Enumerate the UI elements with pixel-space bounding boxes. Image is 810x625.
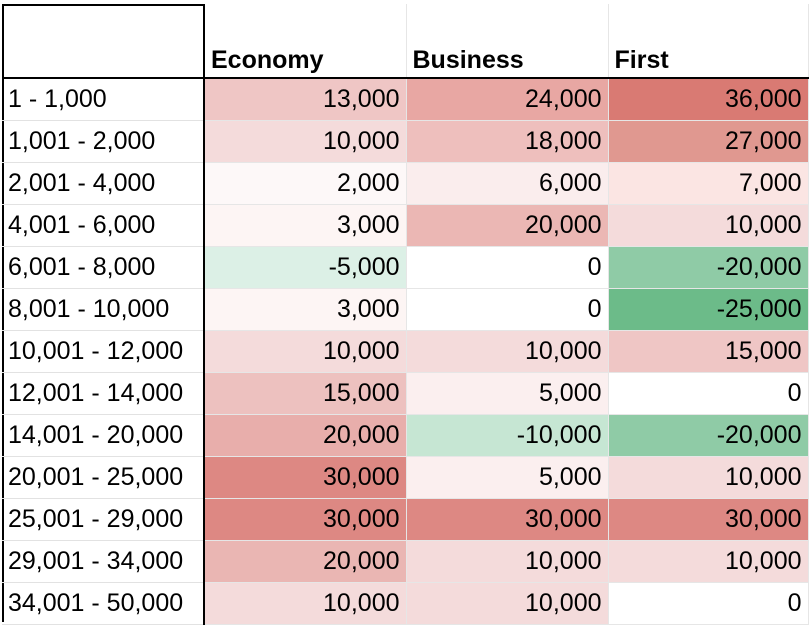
row-label: 10,001 - 12,000 bbox=[2, 330, 205, 373]
cell-first: -25,000 bbox=[608, 288, 809, 331]
table-row: 29,001 - 34,000 20,000 10,000 10,000 bbox=[2, 540, 809, 583]
table-row: 1 - 1,000 13,000 24,000 36,000 bbox=[2, 78, 809, 121]
cell-economy: 10,000 bbox=[204, 330, 407, 373]
cell-economy: 2,000 bbox=[204, 162, 407, 205]
cell-business: 10,000 bbox=[406, 330, 609, 373]
cell-business: -10,000 bbox=[406, 414, 609, 457]
cell-first: 7,000 bbox=[608, 162, 809, 205]
cell-first: 10,000 bbox=[608, 204, 809, 247]
cell-economy: 3,000 bbox=[204, 288, 407, 331]
cell-first: 10,000 bbox=[608, 456, 809, 499]
row-label: 14,001 - 20,000 bbox=[2, 414, 205, 457]
row-label: 20,001 - 25,000 bbox=[2, 456, 205, 499]
cell-economy: 20,000 bbox=[204, 414, 407, 457]
cell-economy: 10,000 bbox=[204, 582, 407, 625]
corner-cell bbox=[2, 4, 205, 78]
cell-business: 20,000 bbox=[406, 204, 609, 247]
header-business: Business bbox=[406, 4, 609, 78]
cell-economy: -5,000 bbox=[204, 246, 407, 289]
header-economy: Economy bbox=[204, 4, 407, 78]
table-body: 1 - 1,000 13,000 24,000 36,000 1,001 - 2,000… bbox=[2, 78, 809, 625]
cell-economy: 10,000 bbox=[204, 120, 407, 163]
table-row: 8,001 - 10,000 3,000 0 -25,000 bbox=[2, 288, 809, 331]
row-label: 12,001 - 14,000 bbox=[2, 372, 205, 415]
row-label: 1 - 1,000 bbox=[2, 78, 205, 121]
row-label: 4,001 - 6,000 bbox=[2, 204, 205, 247]
row-label: 29,001 - 34,000 bbox=[2, 540, 205, 583]
cell-business: 18,000 bbox=[406, 120, 609, 163]
row-label: 6,001 - 8,000 bbox=[2, 246, 205, 289]
cell-business: 10,000 bbox=[406, 540, 609, 583]
cell-economy: 15,000 bbox=[204, 372, 407, 415]
cell-first: 10,000 bbox=[608, 540, 809, 583]
cell-business: 6,000 bbox=[406, 162, 609, 205]
cell-business: 5,000 bbox=[406, 456, 609, 499]
cell-business: 0 bbox=[406, 288, 609, 331]
cell-first: 15,000 bbox=[608, 330, 809, 373]
cell-economy: 13,000 bbox=[204, 78, 407, 121]
header-first: First bbox=[608, 4, 809, 78]
table-row: 25,001 - 29,000 30,000 30,000 30,000 bbox=[2, 498, 809, 541]
header-row: Economy Business First bbox=[2, 4, 809, 78]
cell-business: 30,000 bbox=[406, 498, 609, 541]
table-row: 4,001 - 6,000 3,000 20,000 10,000 bbox=[2, 204, 809, 247]
table-row: 20,001 - 25,000 30,000 5,000 10,000 bbox=[2, 456, 809, 499]
cell-business: 5,000 bbox=[406, 372, 609, 415]
table-row: 34,001 - 50,000 10,000 10,000 0 bbox=[2, 582, 809, 625]
cell-business: 24,000 bbox=[406, 78, 609, 121]
row-label: 1,001 - 2,000 bbox=[2, 120, 205, 163]
table-row: 10,001 - 12,000 10,000 10,000 15,000 bbox=[2, 330, 809, 373]
cell-first: -20,000 bbox=[608, 246, 809, 289]
cell-first: 36,000 bbox=[608, 78, 809, 121]
table-row: 12,001 - 14,000 15,000 5,000 0 bbox=[2, 372, 809, 415]
cell-economy: 30,000 bbox=[204, 456, 407, 499]
table-row: 14,001 - 20,000 20,000 -10,000 -20,000 bbox=[2, 414, 809, 457]
cell-economy: 30,000 bbox=[204, 498, 407, 541]
cell-first: 0 bbox=[608, 582, 809, 625]
row-label: 34,001 - 50,000 bbox=[2, 582, 205, 625]
cell-first: 0 bbox=[608, 372, 809, 415]
cell-business: 10,000 bbox=[406, 582, 609, 625]
heatmap-table: Economy Business First 1 - 1,000 13,000 24… bbox=[2, 4, 809, 625]
cell-economy: 3,000 bbox=[204, 204, 407, 247]
table-row: 6,001 - 8,000 -5,000 0 -20,000 bbox=[2, 246, 809, 289]
table-row: 2,001 - 4,000 2,000 6,000 7,000 bbox=[2, 162, 809, 205]
cell-first: -20,000 bbox=[608, 414, 809, 457]
row-label: 2,001 - 4,000 bbox=[2, 162, 205, 205]
cell-first: 30,000 bbox=[608, 498, 809, 541]
row-label: 8,001 - 10,000 bbox=[2, 288, 205, 331]
cell-business: 0 bbox=[406, 246, 609, 289]
row-label: 25,001 - 29,000 bbox=[2, 498, 205, 541]
table-row: 1,001 - 2,000 10,000 18,000 27,000 bbox=[2, 120, 809, 163]
cell-economy: 20,000 bbox=[204, 540, 407, 583]
cell-first: 27,000 bbox=[608, 120, 809, 163]
